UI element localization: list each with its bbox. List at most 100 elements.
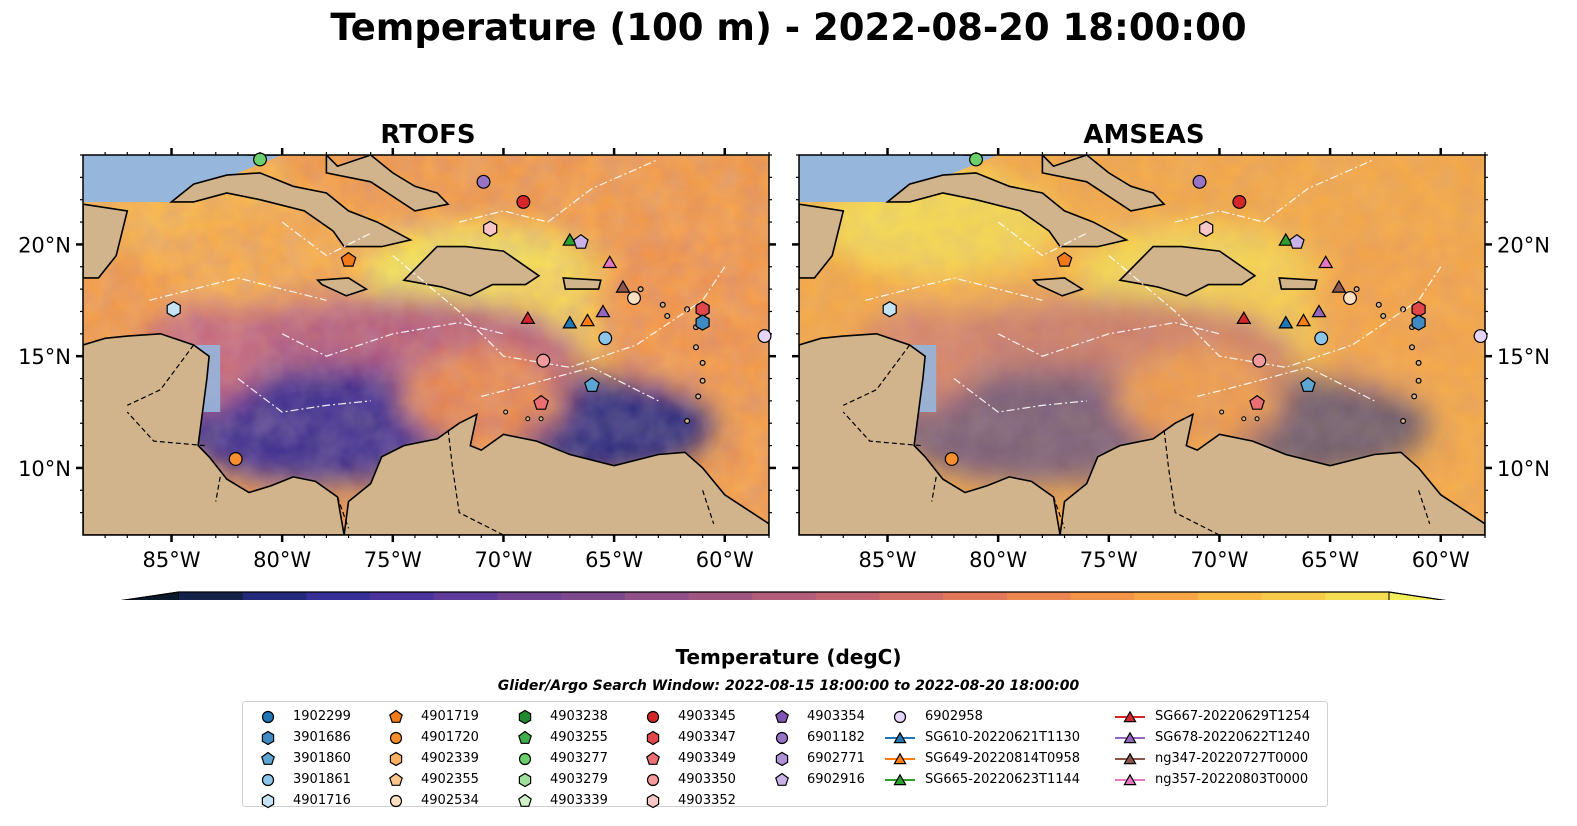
legend-label: 4902339: [421, 751, 479, 766]
legend-item: 4903339: [508, 790, 608, 811]
observation-marker: [562, 232, 578, 246]
legend-marker-icon: [389, 731, 403, 744]
legend-label: 4903279: [550, 772, 608, 787]
legend-item: 6902916: [765, 769, 865, 790]
legend-item: 4903347: [636, 727, 736, 748]
legend-marker-icon: [646, 730, 660, 745]
legend-label: 4901719: [421, 709, 479, 724]
legend-marker-icon: [1115, 773, 1145, 785]
legend-marker: [1123, 710, 1137, 722]
legend-item: ng347-20220727T0000: [1113, 748, 1310, 769]
legend-label: 3901860: [293, 751, 351, 766]
colorbar-segment: [688, 592, 753, 600]
lon-tick-label: 70°W: [1190, 548, 1248, 572]
legend-column: 4901719 4901720 4902339 4902355 4902534: [379, 706, 479, 811]
colorbar-segment: [1070, 592, 1135, 600]
figure-title: Temperature (100 m) - 2022-08-20 18:00:0…: [330, 6, 1247, 49]
lon-tick-label: 60°W: [696, 548, 754, 572]
legend: 1902299 3901686 3901860 3901861 4901716 49017…: [242, 701, 1328, 808]
observation-marker: [1278, 315, 1294, 329]
legend-marker-icon: [518, 793, 532, 807]
colorbar-segment: [306, 592, 371, 600]
legend-marker-icon: [775, 709, 789, 723]
legend-marker-icon: [885, 773, 915, 785]
observation-marker: [882, 301, 897, 318]
legend-marker: [389, 794, 403, 807]
legend-marker-icon: [389, 794, 403, 807]
map-title-rtofs: RTOFS: [380, 120, 476, 150]
lat-tick-label: 15°N: [1497, 345, 1550, 369]
legend-marker-icon: [775, 731, 789, 744]
legend-label: 1902299: [293, 709, 351, 724]
legend-label: 4903339: [550, 793, 608, 808]
legend-label: 4903354: [807, 709, 865, 724]
observation-marker: [627, 291, 641, 306]
legend-marker-icon: [885, 752, 915, 764]
legend-marker-icon: [261, 710, 275, 723]
legend-label: 6902916: [807, 772, 865, 787]
observation-marker: [533, 394, 549, 410]
legend-marker: [518, 709, 532, 724]
colorbar: 18192021222324252627: [120, 591, 1447, 600]
observation-marker: [695, 314, 710, 331]
legend-marker: [646, 710, 660, 723]
legend-marker: [1123, 773, 1137, 785]
legend-marker-icon: [518, 772, 532, 787]
observation-marker: [1289, 233, 1305, 249]
legend-label: 4903352: [678, 793, 736, 808]
lon-tick-label: 75°W: [1080, 548, 1138, 572]
lat-tick-label: 15°N: [18, 345, 71, 369]
legend-item: 4903238: [508, 706, 608, 727]
legend-marker: [1123, 752, 1137, 764]
lat-tick-label: 10°N: [18, 457, 71, 481]
lon-tick-label: 65°W: [1301, 548, 1359, 572]
legend-marker-icon: [775, 751, 789, 766]
observation-marker: [1411, 314, 1426, 331]
observation-marker: [944, 452, 959, 466]
observation-marker: [1278, 232, 1294, 246]
legend-marker: [893, 773, 907, 785]
observation-marker: [1249, 394, 1265, 410]
legend-label: 6902771: [807, 751, 865, 766]
legend-item: 6902958: [883, 706, 1080, 727]
map-rtofs: 85°W 80°W 75°W 70°W 65°W 60°W 20°N 15°N 10°N: [18, 148, 776, 572]
legend-marker: [646, 751, 660, 765]
legend-marker: [518, 752, 532, 765]
observation-marker: [1331, 279, 1347, 293]
lat-tick-label: 10°N: [1497, 457, 1550, 481]
legend-item: 4903277: [508, 748, 608, 769]
legend-item: 4902339: [379, 748, 479, 769]
colorbar-segment: [1197, 592, 1263, 600]
lon-tick-label: 85°W: [143, 548, 201, 572]
lon-tick-label: 85°W: [859, 548, 917, 572]
legend-item: SG667-20220629T1254: [1113, 706, 1310, 727]
legend-marker: [261, 793, 275, 808]
colorbar-segment: [433, 592, 498, 600]
legend-item: 3901686: [251, 727, 351, 748]
legend-label: ng357-20220803T0000: [1155, 772, 1309, 787]
colorbar-segment: [179, 592, 244, 600]
legend-column: 4903354 6901182 6902771 6902916: [765, 706, 865, 790]
observation-marker: [1232, 194, 1247, 209]
observation-marker: [1311, 304, 1327, 318]
legend-label: 4903255: [550, 730, 608, 745]
legend-label: 4901716: [293, 793, 351, 808]
lon-tick-label: 80°W: [969, 548, 1027, 572]
legend-label: 3901861: [293, 772, 351, 787]
legend-label: 4903238: [550, 709, 608, 724]
legend-item: 1902299: [251, 706, 351, 727]
colorbar-segment: [879, 592, 944, 600]
observation-marker: [1199, 220, 1214, 237]
observation-marker: [598, 331, 613, 346]
legend-marker-icon: [261, 773, 275, 786]
legend-marker-icon: [646, 751, 660, 765]
colorbar-segment: [943, 592, 1008, 600]
legend-item: ng357-20220803T0000: [1113, 769, 1310, 790]
legend-item: 6901182: [765, 727, 865, 748]
legend-item: 4902355: [379, 769, 479, 790]
legend-item: 4903350: [636, 769, 736, 790]
legend-marker: [893, 731, 907, 743]
legend-marker-icon: [518, 709, 532, 724]
legend-marker-icon: [646, 773, 660, 786]
legend-label: 6902958: [925, 709, 983, 724]
